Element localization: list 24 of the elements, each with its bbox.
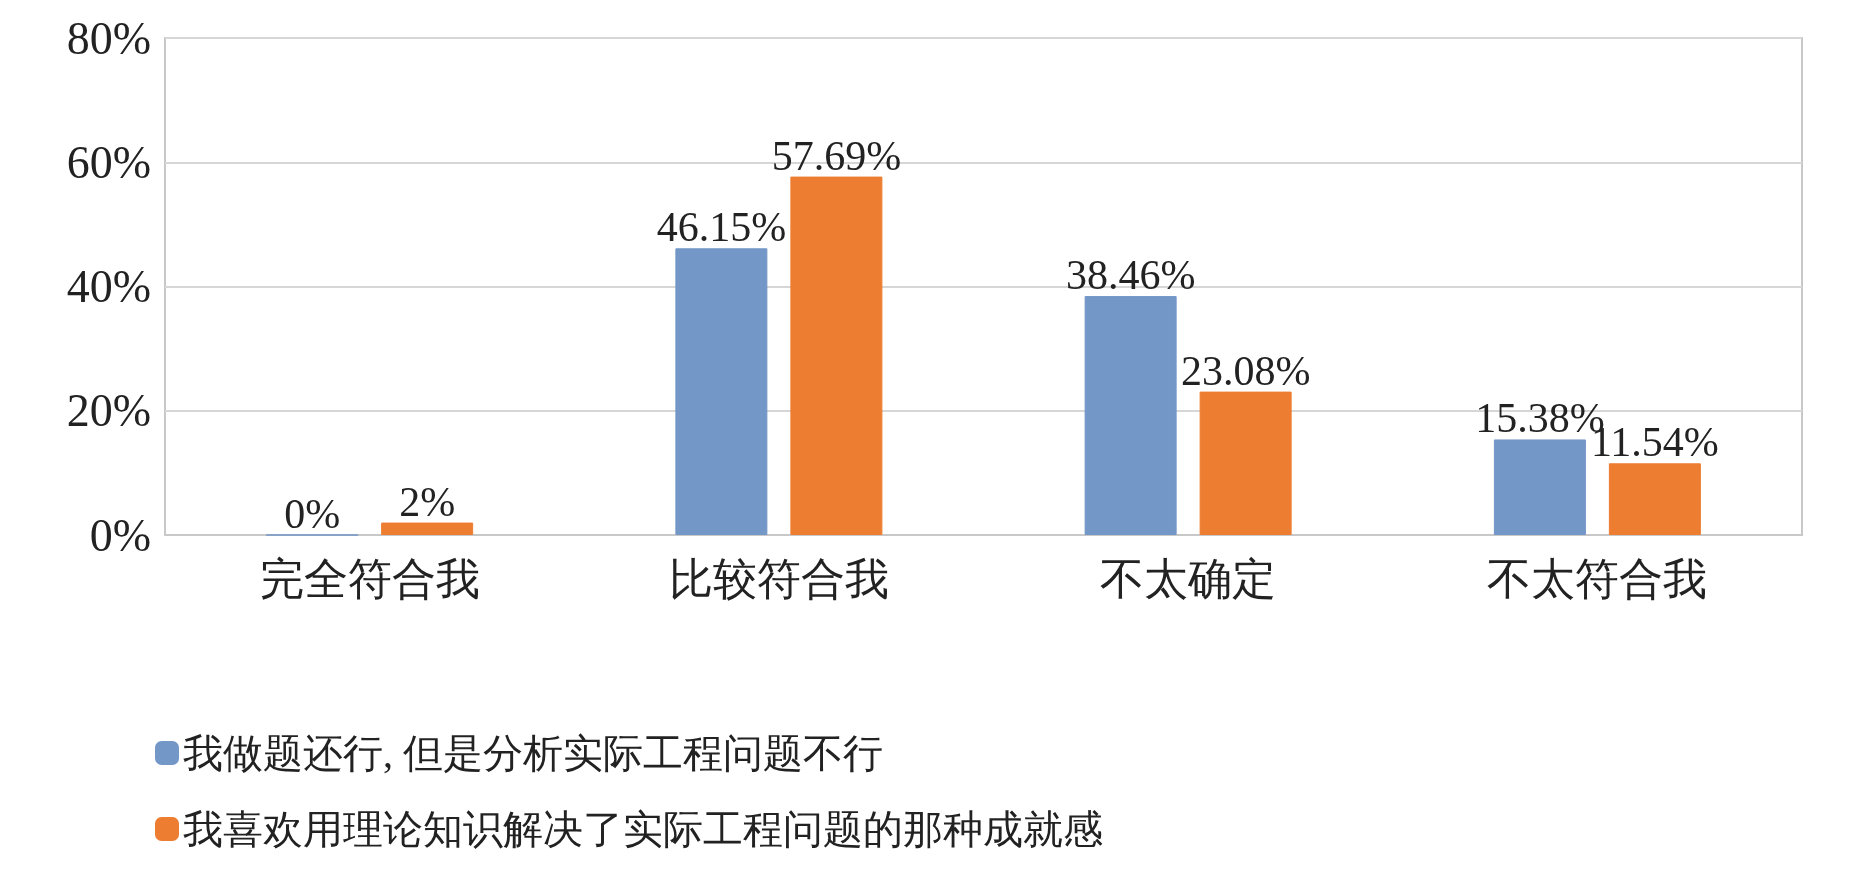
- x-tick-label: 不太符合我: [1487, 554, 1708, 604]
- data-label: 57.69%: [771, 132, 902, 179]
- bar: [1493, 439, 1586, 535]
- x-tick-label: 比较符合我: [668, 554, 889, 604]
- bar: [381, 522, 474, 535]
- bar: [790, 176, 883, 535]
- data-label: 46.15%: [656, 204, 787, 251]
- legend-label: 我喜欢用理论知识解决了实际工程问题的那种成就感: [183, 806, 1103, 852]
- data-label: 23.08%: [1180, 347, 1311, 394]
- x-tick-label: 不太确定: [1100, 554, 1277, 604]
- bar: [675, 248, 768, 535]
- legend-label: 我做题还行, 但是分析实际工程问题不行: [183, 730, 883, 776]
- bar: [1084, 296, 1177, 535]
- bar: [1199, 391, 1292, 535]
- data-label: 38.46%: [1065, 252, 1196, 299]
- y-tick-label: 60%: [66, 136, 151, 188]
- x-tick-label: 完全符合我: [259, 554, 480, 604]
- y-tick-label: 40%: [66, 261, 151, 312]
- y-tick-label: 80%: [66, 12, 151, 64]
- bar: [1608, 463, 1701, 535]
- data-label: 2%: [399, 478, 456, 525]
- data-label: 0%: [284, 490, 341, 537]
- y-tick-label: 20%: [66, 385, 151, 437]
- y-tick-label: 0%: [89, 509, 151, 561]
